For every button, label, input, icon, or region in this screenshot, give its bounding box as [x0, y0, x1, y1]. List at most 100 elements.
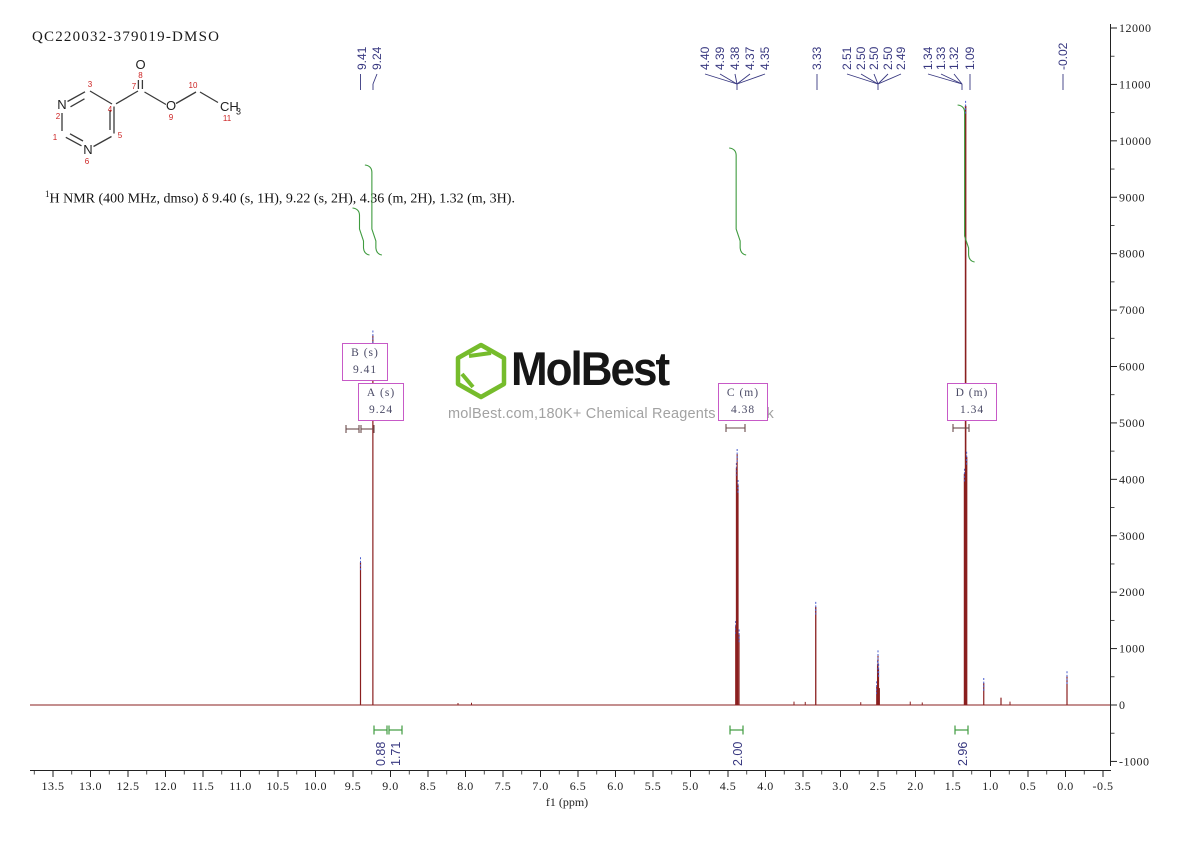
svg-text:4000: 4000	[1119, 472, 1145, 486]
svg-text:11000: 11000	[1119, 77, 1151, 91]
svg-text:12.5: 12.5	[117, 779, 140, 793]
svg-text:2.49: 2.49	[894, 46, 908, 70]
multiplet-box-shift: 1.34	[959, 404, 985, 416]
assignment-body: H NMR (400 MHz, dmso) δ 9.40 (s, 1H), 9.…	[49, 191, 515, 207]
atom-number: 5	[118, 131, 123, 140]
svg-text:6000: 6000	[1119, 360, 1145, 374]
atom-number: 7	[132, 82, 137, 91]
molbest-logo-icon	[455, 342, 508, 400]
atom-number: 1	[53, 133, 58, 142]
svg-text:11.5: 11.5	[192, 779, 215, 793]
svg-text:12.0: 12.0	[154, 779, 177, 793]
svg-text:-0.5: -0.5	[1093, 779, 1114, 793]
multiplet-box-shift: 9.24	[368, 404, 394, 416]
svg-text:3.5: 3.5	[795, 779, 812, 793]
svg-text:f1 (ppm): f1 (ppm)	[546, 795, 588, 809]
svg-text:3000: 3000	[1119, 529, 1145, 543]
svg-text:3.0: 3.0	[832, 779, 849, 793]
multiplet-box-shift: 9.41	[352, 364, 378, 376]
integral-curves	[352, 104, 975, 263]
molecule-atom-labels: N N O O CH 3	[57, 57, 241, 157]
integral-labels: 0.88 1.71 2.00 2.96	[373, 725, 970, 766]
atom-ch3-subscript: 3	[236, 107, 241, 117]
svg-text:1.09: 1.09	[963, 46, 977, 70]
svg-text:9.41: 9.41	[355, 46, 369, 70]
svg-text:8.0: 8.0	[457, 779, 474, 793]
svg-text:9.0: 9.0	[382, 779, 399, 793]
molecule-bonds	[61, 80, 219, 148]
svg-text:2000: 2000	[1119, 585, 1145, 599]
sample-title: QC220032-379019-DMSO	[32, 29, 221, 45]
multiplet-range-markers	[345, 424, 970, 433]
svg-text:7000: 7000	[1119, 303, 1145, 317]
svg-text:10.0: 10.0	[304, 779, 327, 793]
svg-text:1.0: 1.0	[982, 779, 999, 793]
svg-text:0.88: 0.88	[374, 742, 388, 766]
svg-text:4.38: 4.38	[728, 46, 742, 70]
multiplet-box-label: C (m)	[726, 387, 760, 399]
svg-text:8000: 8000	[1119, 247, 1145, 261]
svg-text:5.5: 5.5	[645, 779, 662, 793]
svg-text:0.5: 0.5	[1020, 779, 1037, 793]
svg-text:-1000: -1000	[1119, 754, 1150, 768]
svg-text:9.24: 9.24	[370, 46, 384, 70]
svg-text:2.0: 2.0	[907, 779, 924, 793]
svg-text:7.5: 7.5	[495, 779, 512, 793]
svg-text:2.96: 2.96	[956, 742, 970, 766]
svg-text:1000: 1000	[1119, 642, 1145, 656]
atom-number: 2	[56, 112, 61, 121]
multiplet-box-label: D (m)	[955, 387, 989, 399]
svg-text:2.51: 2.51	[840, 46, 854, 70]
svg-text:11.0: 11.0	[229, 779, 252, 793]
svg-text:1.34: 1.34	[921, 46, 935, 70]
svg-text:4.35: 4.35	[758, 46, 772, 70]
atom-number: 11	[223, 114, 232, 123]
multiplet-box-shift: 4.38	[730, 404, 756, 416]
svg-text:8.5: 8.5	[420, 779, 437, 793]
svg-text:4.37: 4.37	[743, 46, 757, 70]
atom-o9: O	[166, 98, 176, 113]
atom-number: 8	[138, 71, 143, 80]
svg-text:1.32: 1.32	[947, 46, 961, 70]
molbest-tagline: molBest.com,180K+ Chemical Reagents In S…	[448, 406, 774, 422]
svg-text:2.00: 2.00	[731, 742, 745, 766]
atom-ch3: CH	[220, 99, 239, 114]
svg-text:5.0: 5.0	[682, 779, 699, 793]
atom-number: 6	[85, 157, 90, 166]
svg-text:0: 0	[1119, 698, 1126, 712]
svg-text:1.71: 1.71	[389, 742, 403, 766]
svg-text:2.5: 2.5	[870, 779, 887, 793]
svg-text:3.33: 3.33	[810, 46, 824, 70]
svg-text:2.50: 2.50	[854, 46, 868, 70]
svg-text:1.5: 1.5	[945, 779, 962, 793]
multiplet-box-label: A (s)	[366, 387, 396, 399]
multiplet-box-a: A (s) 9.24	[358, 383, 404, 421]
svg-text:2.50: 2.50	[867, 46, 881, 70]
multiplet-box-c: C (m) 4.38	[718, 383, 768, 421]
svg-text:2.50: 2.50	[881, 46, 895, 70]
molecule-structure: N N O O CH 3 1 2 3 4 5 6 7 8 9 10 11	[53, 57, 241, 166]
assignment-superscript: 1	[45, 189, 50, 199]
y-axis: 1200011000100009000800070006000500040003…	[1110, 21, 1152, 768]
multiplet-box-b: B (s) 9.41	[342, 343, 388, 381]
atom-n2: N	[57, 97, 66, 112]
atom-number: 4	[108, 105, 113, 114]
svg-text:6.0: 6.0	[607, 779, 624, 793]
svg-text:5000: 5000	[1119, 416, 1145, 430]
x-axis: 13.5 13.0 12.5 12.0 11.5 11.0 10.5 10.0 9.5 9.0 8.…	[30, 770, 1114, 809]
svg-text:12000: 12000	[1119, 21, 1152, 35]
assignment-text: 1H NMR (400 MHz, dmso) δ 9.40 (s, 1H), 9…	[45, 189, 515, 208]
molbest-brand-text: MolBest	[511, 343, 670, 396]
svg-text:10.5: 10.5	[267, 779, 290, 793]
multiplet-box-label: B (s)	[351, 347, 379, 359]
svg-text:9.5: 9.5	[345, 779, 362, 793]
svg-text:1.33: 1.33	[934, 46, 948, 70]
svg-text:13.0: 13.0	[79, 779, 102, 793]
svg-text:4.0: 4.0	[757, 779, 774, 793]
atom-number: 3	[88, 80, 93, 89]
molecule-atom-numbers: 1 2 3 4 5 6 7 8 9 10 11	[53, 71, 232, 166]
svg-text:10000: 10000	[1119, 134, 1152, 148]
multiplet-box-d: D (m) 1.34	[947, 383, 997, 421]
